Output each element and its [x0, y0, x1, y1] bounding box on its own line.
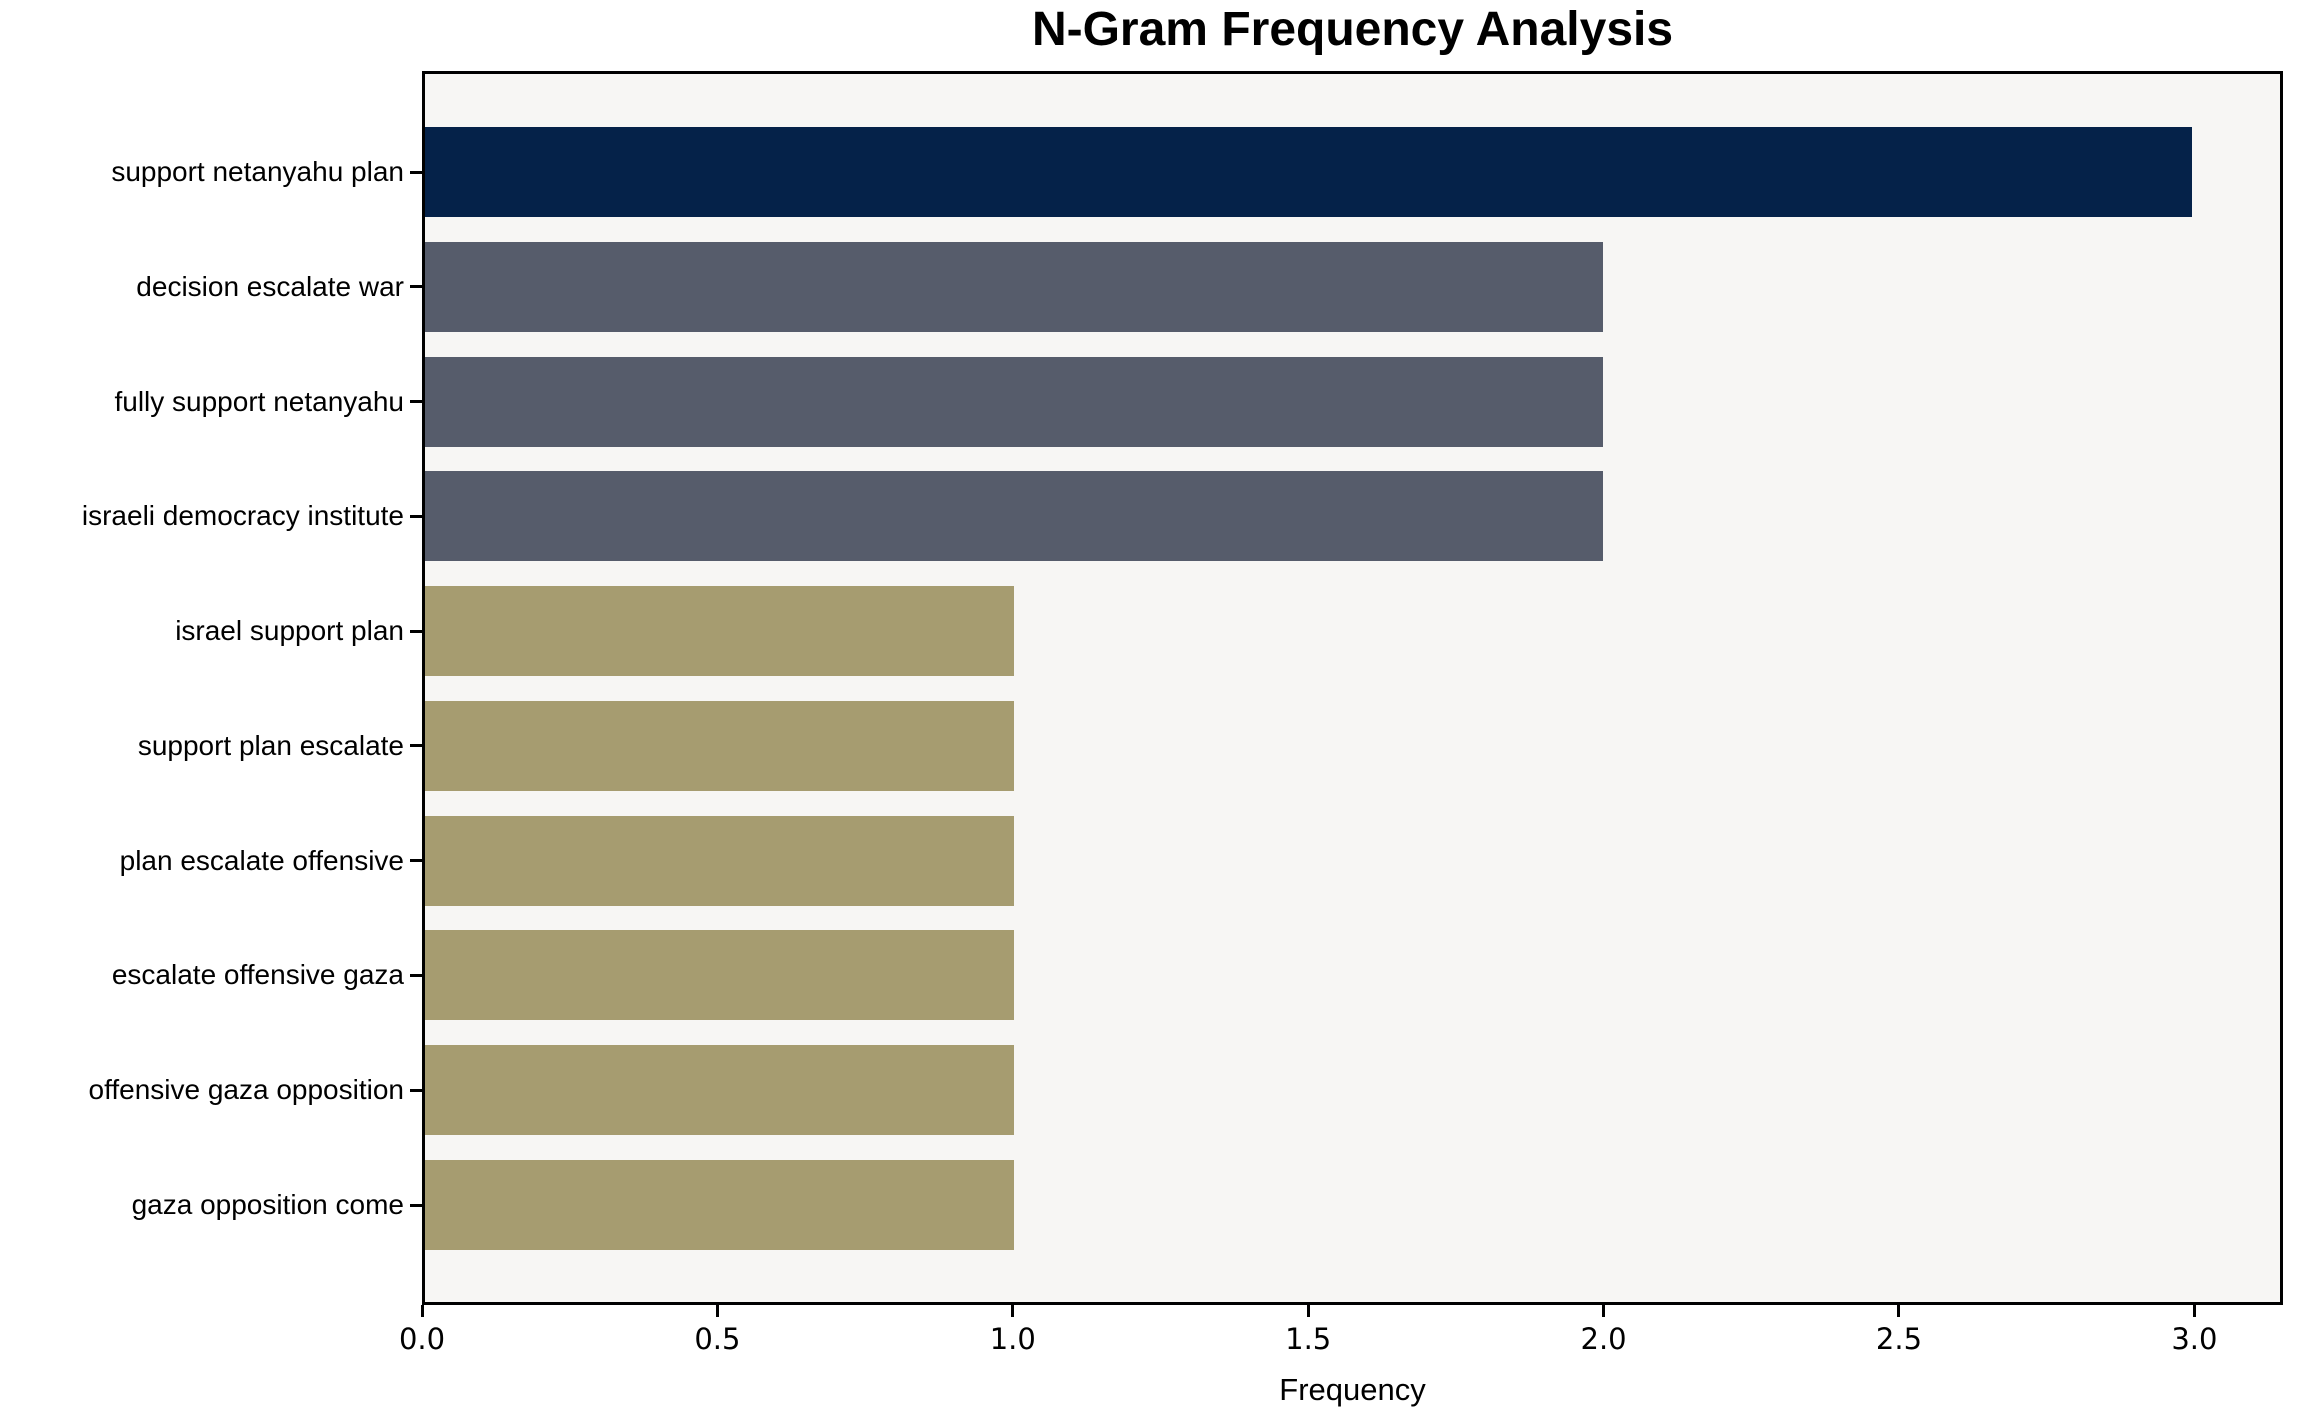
x-tick-label: 1.5: [1285, 1322, 1332, 1356]
x-tick-label: 2.0: [1580, 1322, 1627, 1356]
x-tick-mark: [1306, 1305, 1310, 1317]
x-tick-mark: [715, 1305, 719, 1317]
plot-area: [422, 71, 2283, 1305]
y-tick-mark: [410, 859, 422, 863]
y-tick-mark: [410, 973, 422, 977]
x-tick-label: 0.0: [398, 1322, 446, 1356]
y-tick-label: support plan escalate: [137, 729, 404, 761]
y-tick-label: gaza opposition come: [131, 1189, 404, 1220]
x-tick-label: 1.0: [989, 1322, 1036, 1356]
y-tick-label: escalate offensive gaza: [111, 959, 404, 991]
bar: [425, 930, 1014, 1021]
x-tick-label: 2.5: [1875, 1322, 1923, 1356]
x-tick-mark: [1602, 1305, 1606, 1317]
y-tick-mark: [410, 629, 422, 633]
bar: [425, 241, 1603, 332]
bar: [425, 815, 1014, 906]
y-tick-label: fully support netanyahu: [114, 385, 404, 417]
y-tick-label: offensive gaza opposition: [88, 1074, 405, 1106]
y-tick-label: plan escalate offensive: [119, 844, 404, 876]
x-tick-mark: [1897, 1305, 1901, 1317]
bar: [425, 356, 1603, 447]
y-tick-mark: [410, 1203, 422, 1207]
y-tick-label: decision escalate war: [136, 270, 404, 302]
x-tick-mark: [420, 1305, 424, 1317]
bar: [425, 586, 1014, 677]
y-tick-mark: [410, 744, 422, 748]
chart-title: N-Gram Frequency Analysis: [1031, 3, 1674, 56]
y-tick-mark: [410, 514, 422, 518]
x-tick-label: 0.5: [694, 1322, 741, 1356]
bar: [425, 1160, 1014, 1250]
x-tick-label: 3.0: [2171, 1322, 2218, 1356]
y-tick-mark: [410, 285, 422, 289]
y-tick-mark: [410, 1088, 422, 1092]
bar: [425, 127, 2192, 217]
y-tick-label: israeli democracy institute: [81, 500, 404, 532]
x-tick-mark: [1011, 1305, 1015, 1317]
x-axis-label: Frequency: [1279, 1372, 1426, 1407]
bar: [425, 700, 1014, 791]
bar: [425, 471, 1603, 562]
y-tick-mark: [410, 170, 422, 174]
x-tick-mark: [2192, 1305, 2196, 1317]
y-tick-label: support netanyahu plan: [111, 156, 404, 187]
y-tick-label: israel support plan: [175, 615, 404, 647]
bar-series: [425, 74, 2280, 1302]
bar: [425, 1045, 1014, 1136]
y-tick-mark: [410, 400, 422, 404]
